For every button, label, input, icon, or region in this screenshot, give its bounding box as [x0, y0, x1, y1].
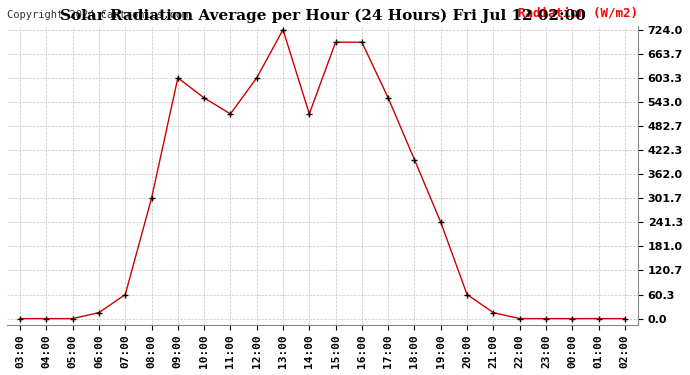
Title: Solar Radiation Average per Hour (24 Hours) Fri Jul 12 02:00: Solar Radiation Average per Hour (24 Hou… [59, 9, 585, 23]
Text: Copyright 2024 Cartronics.com: Copyright 2024 Cartronics.com [7, 10, 188, 20]
Text: Radiation (W/m2): Radiation (W/m2) [518, 7, 638, 20]
